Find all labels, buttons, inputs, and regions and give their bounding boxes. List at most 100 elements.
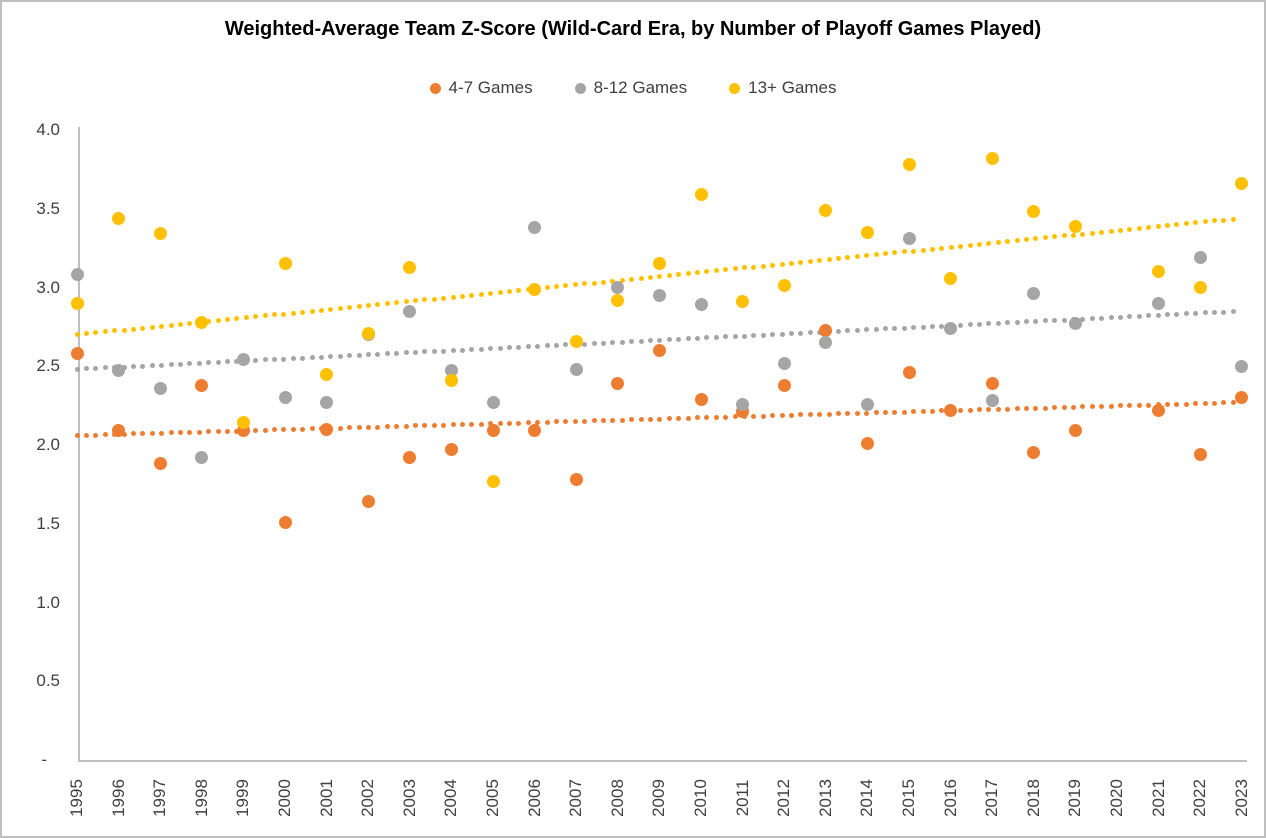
8-12-games-trendline-dot — [835, 328, 841, 334]
x-axis-tick-label: 2007 — [566, 779, 586, 817]
13-games-trendline-dot — [553, 284, 559, 290]
13-games-trendline-dot — [1127, 226, 1133, 232]
13-games-trendline-dot — [572, 282, 578, 288]
4-7-games-trendline-dot — [290, 426, 296, 432]
x-axis-tick-label: 2019 — [1065, 779, 1085, 817]
8-12-games-trendline-dot — [967, 322, 973, 328]
point-4-7-games-2013 — [819, 323, 833, 337]
point-13-games-2023 — [1235, 177, 1249, 191]
4-7-games-trendline-dot — [497, 421, 503, 427]
4-7-games-trendline-dot — [770, 413, 776, 419]
8-12-games-trendline-dot — [83, 366, 89, 372]
13-games-trendline-dot — [1164, 223, 1170, 229]
4-7-games-trendline-dot — [102, 432, 108, 438]
4-7-games-trendline-dot — [779, 413, 785, 419]
4-7-games-trendline-dot — [544, 419, 550, 425]
8-12-games-trendline-dot — [1183, 311, 1189, 317]
8-12-games-trendline-dot — [149, 363, 155, 369]
8-12-games-trendline-dot — [1052, 317, 1058, 323]
13-games-trendline-dot — [159, 323, 165, 329]
8-12-games-trendline-dot — [1230, 309, 1236, 315]
13-games-trendline-dot — [271, 312, 277, 318]
point-4-7-games-1998 — [195, 378, 209, 392]
4-7-games-trendline-dot — [563, 419, 569, 425]
4-7-games-trendline-dot — [864, 410, 870, 416]
4-7-games-trendline-dot — [93, 432, 99, 438]
x-axis-tick-label: 1997 — [150, 779, 170, 817]
13-games-trendline-dot — [478, 291, 484, 297]
x-axis-tick-label: 2012 — [774, 779, 794, 817]
13-games-trendline-dot — [469, 292, 475, 298]
13-games-trendline-dot — [356, 304, 362, 310]
point-8-12-games-1997 — [153, 381, 167, 395]
point-13-games-2014 — [860, 225, 874, 239]
point-13-games-2019 — [1068, 219, 1082, 233]
13-games-trendline-dot — [506, 288, 512, 294]
4-7-games-trendline-dot — [1136, 402, 1142, 408]
8-12-games-trendline-dot — [431, 349, 437, 355]
4-7-games-trendline-dot — [168, 430, 174, 436]
4-7-games-trendline-dot — [807, 412, 813, 418]
13-games-trendline-dot — [215, 318, 221, 324]
8-12-games-trendline-dot — [1023, 319, 1029, 325]
13-games-trendline-dot — [704, 269, 710, 275]
legend-item-13-plus-games: 13+ Games — [729, 78, 837, 98]
8-12-games-trendline-dot — [1014, 319, 1020, 325]
13-games-trendline-dot — [1052, 234, 1058, 240]
13-games-trendline-dot — [788, 260, 794, 266]
4-7-games-trendline-dot — [826, 411, 832, 417]
point-4-7-games-2014 — [860, 436, 874, 450]
4-7-games-trendline-dot — [488, 421, 494, 427]
8-12-games-trendline-dot — [1174, 311, 1180, 317]
point-13-games-2017 — [985, 151, 999, 165]
x-axis-tick-label: 2017 — [982, 779, 1002, 817]
8-12-games-trendline-dot — [920, 324, 926, 330]
8-12-games-trendline-dot — [318, 354, 324, 360]
13-games-trendline-dot — [694, 270, 700, 276]
8-12-games-trendline-dot — [130, 364, 136, 370]
4-7-games-trendline-dot — [1117, 403, 1123, 409]
point-13-games-2013 — [819, 203, 833, 217]
13-games-trendline-dot — [1211, 218, 1217, 224]
13-games-trendline-dot — [394, 300, 400, 306]
4-7-games-trendline-dot — [685, 415, 691, 421]
8-12-games-trendline-dot — [751, 333, 757, 339]
point-4-7-games-2006 — [528, 424, 542, 438]
point-13-games-2021 — [1152, 265, 1166, 279]
4-7-games-trendline-dot — [1193, 401, 1199, 407]
4-7-games-trendline-dot — [130, 431, 136, 437]
y-axis-tick-label: 4.0 — [36, 120, 60, 139]
13-games-trendline-dot — [826, 257, 832, 262]
y-axis-tick-label: - — [41, 750, 47, 769]
8-12-games-trendline-dot — [488, 346, 494, 352]
legend-item-4-7-games: 4-7 Games — [429, 78, 533, 98]
4-7-games-trendline-dot — [1108, 403, 1114, 409]
8-12-games-trendline-dot — [102, 365, 108, 371]
8-12-games-trendline-dot — [506, 345, 512, 351]
4-7-games-trendline-dot — [1042, 405, 1048, 411]
4-7-games-trendline-dot — [83, 432, 89, 438]
8-12-games-trendline-dot — [854, 327, 860, 333]
13-games-trendline-dot — [544, 285, 550, 291]
13-games-trendline-dot — [488, 290, 494, 296]
point-13-games-1995 — [70, 296, 84, 310]
y-axis-tick-label: 0.5 — [36, 671, 60, 691]
13-games-trendline-dot — [911, 248, 917, 254]
x-axis-tick-label: 2018 — [1023, 779, 1043, 817]
8-12-games-trendline-dot — [1155, 312, 1161, 318]
8-12-games-trendline-dot — [347, 353, 353, 359]
point-13-games-2000 — [278, 257, 292, 271]
point-8-12-games-2006 — [528, 221, 542, 235]
4-7-games-trendline-dot — [1099, 403, 1105, 409]
4-7-games-trendline-dot — [506, 420, 512, 426]
4-7-games-trendline-dot — [309, 426, 315, 432]
4-7-games-trendline-dot — [149, 430, 155, 436]
4-7-games-trendline-dot — [478, 421, 484, 427]
8-12-games-trendline-dot — [629, 339, 635, 345]
13-games-trendline-dot — [666, 272, 672, 278]
point-4-7-games-2022 — [1193, 447, 1207, 461]
13-games-trendline-dot — [1146, 225, 1152, 231]
x-axis-tick-label: 2010 — [691, 779, 710, 817]
point-13-games-2010 — [694, 188, 708, 202]
point-4-7-games-2008 — [611, 377, 625, 391]
